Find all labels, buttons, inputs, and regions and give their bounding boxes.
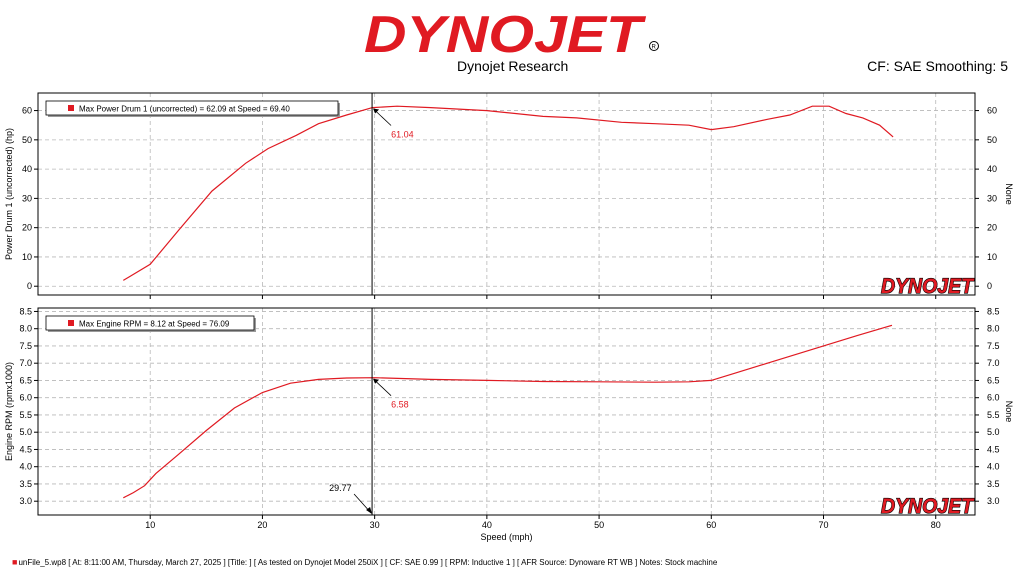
y-tick-label-left: 7.0 <box>19 358 32 368</box>
y-tick-label-left: 20 <box>22 223 32 233</box>
report-subtitle: Dynojet Research <box>457 58 569 74</box>
y-tick-label-left: 40 <box>22 164 32 174</box>
x-tick-label: 60 <box>706 520 716 530</box>
y-tick-label-left: 30 <box>22 193 32 203</box>
x-tick-label: 20 <box>257 520 267 530</box>
y-tick-label-right: 20 <box>987 223 997 233</box>
y-tick-label-right: 3.0 <box>987 496 1000 506</box>
plot-frame <box>37 307 976 516</box>
cursor-x-label: 29.77 <box>329 483 352 493</box>
plot-frame <box>37 92 976 296</box>
y-tick-label-left: 3.0 <box>19 496 32 506</box>
chart-panel-1: 0 0 10 10 20 20 30 30 40 40 50 50 60 60 Power Drum 1 (… <box>4 92 1014 299</box>
y-tick-label-right: 6.5 <box>987 375 1000 385</box>
x-tick-label: 80 <box>931 520 941 530</box>
svg-text:R: R <box>652 45 657 51</box>
y-tick-label-right: 7.0 <box>987 358 1000 368</box>
y-tick-label-left: 3.5 <box>19 479 32 489</box>
x-tick-label: 30 <box>370 520 380 530</box>
correction-info: CF: SAE Smoothing: 5 <box>867 58 1008 74</box>
y-axis-label-right: None <box>1004 401 1014 423</box>
legend-box <box>45 315 255 331</box>
chart-panel-2: 10 20 30 40 50 60 70 80 3.0 3.0 3.5 3.5 4.0 4.0 4.5 4.5… <box>4 306 1014 542</box>
y-tick-label-left: 5.0 <box>19 427 32 437</box>
y-tick-label-left: 7.5 <box>19 341 32 351</box>
cursor-value-label: 6.58 <box>391 400 409 410</box>
y-tick-label-right: 60 <box>987 106 997 116</box>
run-info-footer: ■unFile_5.wp8 [ At: 8:11:00 AM, Thursday… <box>12 557 718 567</box>
y-tick-label-left: 8.0 <box>19 324 32 334</box>
run-info-text: unFile_5.wp8 [ At: 8:11:00 AM, Thursday,… <box>18 558 718 567</box>
y-tick-label-left: 5.5 <box>19 410 32 420</box>
y-axis-label-right: None <box>1004 183 1014 205</box>
y-tick-label-right: 8.5 <box>987 306 1000 316</box>
series-line-1 <box>122 105 894 281</box>
dynojet-logo: DYNOJET R <box>364 6 659 62</box>
y-tick-label-right: 6.0 <box>987 393 1000 403</box>
y-tick-label-left: 6.5 <box>19 375 32 385</box>
y-axis-label: Engine RPM (rpmx1000) <box>4 362 14 461</box>
plot-area <box>38 93 975 295</box>
y-tick-label-right: 7.5 <box>987 341 1000 351</box>
y-tick-label-right: 30 <box>987 193 997 203</box>
y-axis-label: Power Drum 1 (uncorrected) (hp) <box>4 128 14 260</box>
cursor-arrowhead <box>373 108 380 114</box>
cursor-value-label: 61.04 <box>391 130 414 140</box>
y-tick-label-left: 6.0 <box>19 393 32 403</box>
cursor-arrowhead <box>373 378 380 384</box>
x-tick-label: 50 <box>594 520 604 530</box>
legend-swatch <box>68 105 74 111</box>
legend-swatch <box>68 320 74 326</box>
y-tick-label-right: 8.0 <box>987 324 1000 334</box>
y-tick-label-left: 8.5 <box>19 306 32 316</box>
legend-text: Max Power Drum 1 (uncorrected) = 62.09 a… <box>79 105 290 114</box>
x-tick-label: 70 <box>819 520 829 530</box>
panel-watermark-logo: DYNOJET <box>881 495 975 518</box>
y-tick-label-right: 5.0 <box>987 427 1000 437</box>
cursor-pointer <box>373 379 392 396</box>
legend-box <box>45 100 339 116</box>
panel-watermark-logo: DYNOJET <box>881 275 975 298</box>
x-axis-label: Speed (mph) <box>480 532 532 542</box>
y-tick-label-right: 0 <box>987 281 992 291</box>
y-tick-label-left: 10 <box>22 252 32 262</box>
y-tick-label-left: 50 <box>22 135 32 145</box>
y-tick-label-right: 50 <box>987 135 997 145</box>
y-tick-label-right: 4.5 <box>987 444 1000 454</box>
legend-text: Max Engine RPM = 8.12 at Speed = 76.09 <box>79 320 230 329</box>
y-tick-label-right: 4.0 <box>987 462 1000 472</box>
dynojet-logo-text: DYNOJET <box>364 6 647 62</box>
y-tick-label-left: 4.5 <box>19 444 32 454</box>
y-tick-label-right: 40 <box>987 164 997 174</box>
y-tick-label-left: 60 <box>22 106 32 116</box>
plot-area <box>38 308 975 515</box>
x-tick-label: 40 <box>482 520 492 530</box>
cursor-x-arrowhead <box>366 507 373 514</box>
y-tick-label-right: 5.5 <box>987 410 1000 420</box>
series-line-1 <box>123 324 893 499</box>
y-tick-label-right: 10 <box>987 252 997 262</box>
y-tick-label-right: 3.5 <box>987 479 1000 489</box>
y-tick-label-left: 4.0 <box>19 462 32 472</box>
x-tick-label: 10 <box>145 520 155 530</box>
y-tick-label-left: 0 <box>27 281 32 291</box>
cursor-pointer <box>373 109 392 126</box>
